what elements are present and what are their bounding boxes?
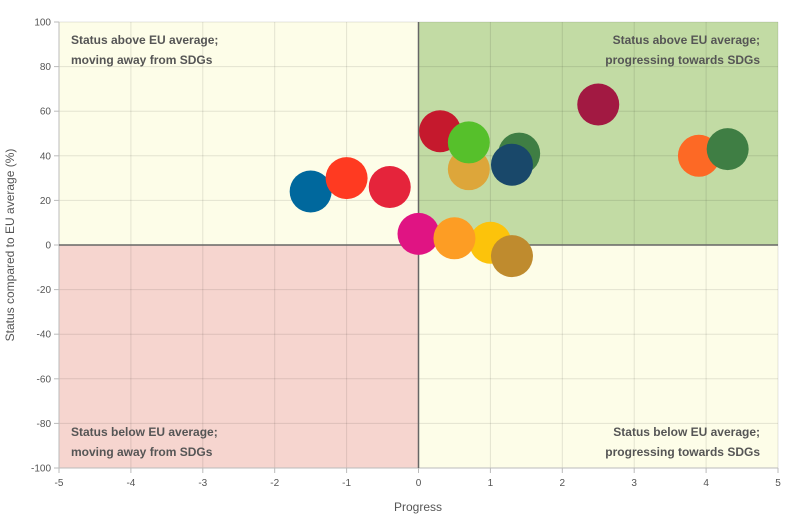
quadrant-label-bottom-left-line2: moving away from SDGs	[71, 445, 213, 459]
quadrant-label-top-right-line1: Status above EU average;	[613, 33, 760, 47]
data-point[interactable]	[577, 83, 620, 126]
y-tick-label: 0	[45, 241, 51, 252]
x-tick-label: -5	[55, 478, 64, 489]
quadrant-label-top-left-line2: moving away from SDGs	[71, 53, 213, 67]
data-points	[289, 83, 749, 278]
x-tick-label: -1	[342, 478, 351, 489]
x-tick-label: -3	[198, 478, 207, 489]
x-tick-label: -4	[126, 478, 135, 489]
y-tick-label: 20	[40, 196, 52, 207]
quadrant-bottom-left	[59, 245, 419, 468]
y-tick-label: -60	[37, 374, 52, 385]
y-tick-label: -20	[37, 285, 52, 296]
y-tick-label: 100	[34, 18, 51, 29]
x-tick-label: 5	[775, 478, 781, 489]
data-point[interactable]	[433, 217, 476, 260]
x-tick-label: 0	[416, 478, 422, 489]
data-point[interactable]	[289, 170, 332, 213]
data-point[interactable]	[490, 143, 533, 186]
data-point[interactable]	[490, 235, 533, 278]
x-tick-label: 3	[631, 478, 637, 489]
quadrant-label-top-right-line2: progressing towards SDGs	[605, 53, 760, 67]
y-tick-label: 40	[40, 151, 52, 162]
quadrant-label-top-left-line1: Status above EU average;	[71, 33, 218, 47]
tick-labels: -5 -4 -3 -2 -1 0 1 2 3 4 5 100 80 60 40 20 0 -20 -40 -60 -80…	[31, 18, 781, 490]
y-tick-label: 80	[40, 62, 52, 73]
data-point[interactable]	[368, 166, 411, 209]
x-tick-label: 1	[488, 478, 494, 489]
quadrant-label-bottom-right-line2: progressing towards SDGs	[605, 445, 760, 459]
quadrant-label-bottom-right-line1: Status below EU average;	[613, 425, 760, 439]
y-tick-label: 60	[40, 107, 52, 118]
y-tick-label: -40	[37, 330, 52, 341]
quadrant-labels: Status above EU average; moving away from…	[71, 33, 760, 459]
quadrant-top-left	[59, 22, 419, 245]
y-tick-label: -80	[37, 419, 52, 430]
y-axis-title: Status compared to EU average (%)	[3, 149, 17, 342]
data-point[interactable]	[447, 121, 490, 164]
y-tick-label: -100	[31, 464, 51, 475]
data-point[interactable]	[706, 128, 749, 171]
x-axis-title: Progress	[394, 500, 442, 514]
x-tick-label: 4	[703, 478, 709, 489]
x-tick-label: 2	[560, 478, 566, 489]
quadrant-label-bottom-left-line1: Status below EU average;	[71, 425, 218, 439]
quadrant-bottom-right	[418, 245, 778, 468]
x-tick-label: -2	[270, 478, 279, 489]
data-point[interactable]	[397, 212, 440, 255]
data-point[interactable]	[325, 157, 368, 200]
